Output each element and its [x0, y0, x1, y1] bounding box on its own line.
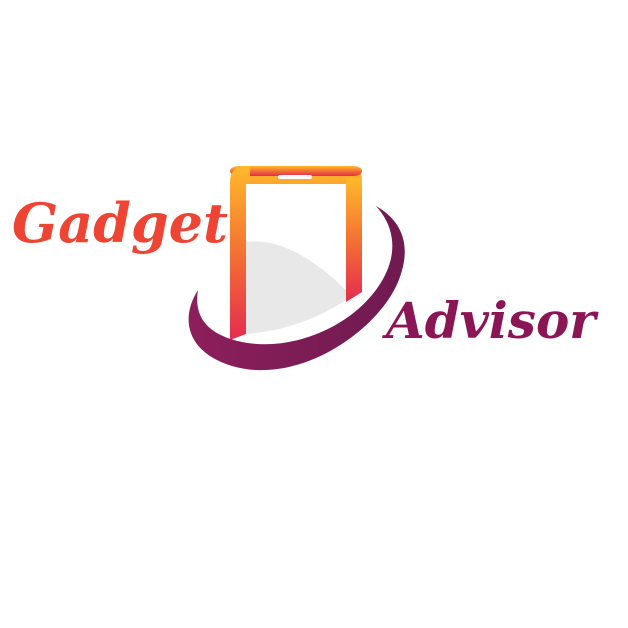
brand-word-gadget: Gadget [12, 191, 228, 255]
phone-icon [230, 166, 362, 340]
brand-word-advisor: Advisor [386, 291, 596, 350]
swoosh-icon [188, 206, 405, 371]
